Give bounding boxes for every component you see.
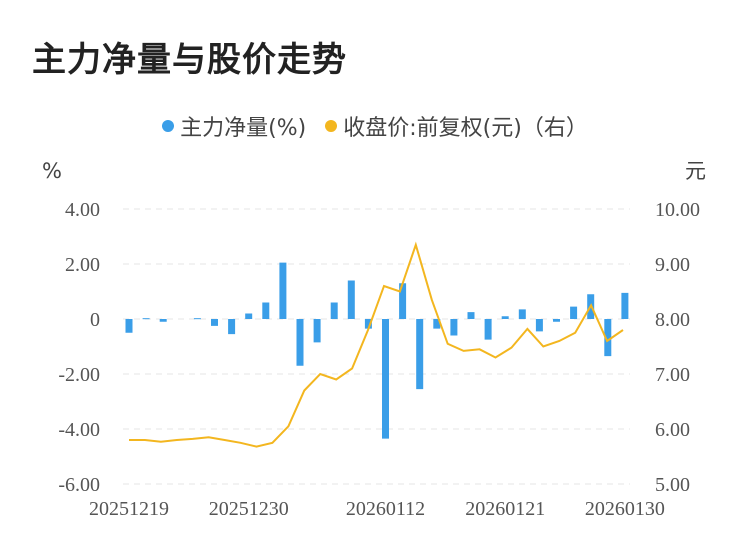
right-tick-label: 7.00 [655,364,690,386]
net-flow-bar [399,283,407,319]
net-flow-bar [570,306,578,319]
left-tick-label: 2.00 [65,254,100,276]
legend-item-net-flow[interactable]: 主力净量(%) [162,110,306,142]
left-axis-unit: % [42,159,62,183]
net-flow-bar [535,319,543,332]
right-tick-label: 10.00 [655,199,700,221]
net-flow-bar [604,319,612,357]
right-tick-label: 9.00 [655,254,690,276]
x-tick-label: 20260130 [585,498,665,520]
chart-title: 主力净量与股价走势 [32,40,347,80]
legend-label-close-price: 收盘价:前复权(元)（右） [343,116,588,141]
net-flow-bar [484,319,492,340]
legend-item-close-price[interactable]: 收盘价:前复权(元)（右） [325,110,588,142]
left-tick-label: -2.00 [58,364,100,386]
right-tick-label: 6.00 [655,419,690,441]
net-flow-bars [125,262,629,439]
left-tick-label: -4.00 [58,419,100,441]
net-flow-bar [621,292,629,319]
net-flow-bar [245,313,253,319]
net-flow-bar [159,319,167,322]
left-tick-label: 4.00 [65,199,100,221]
net-flow-bar [211,319,218,326]
x-tick-label: 20260121 [465,498,545,520]
net-flow-bar [382,319,389,439]
net-flow-bar [296,319,304,366]
net-flow-bar [262,302,270,319]
right-tick-label: 5.00 [655,474,690,496]
x-tick-label: 20251230 [209,498,289,520]
net-flow-bar [142,318,150,320]
net-flow-bar [228,319,236,335]
net-flow-bar [279,262,287,319]
x-axis-ticks: 20251219 20251230 20260112 20260121 20260130 [89,498,665,520]
net-flow-bar [433,319,441,329]
right-tick-label: 8.00 [655,309,690,331]
net-flow-bar [416,319,424,390]
x-tick-label: 20260112 [346,498,425,520]
net-flow-bar [518,309,526,319]
net-flow-bar [364,319,372,329]
close-price-line [129,241,624,448]
legend-dot-close-price [325,120,338,132]
right-axis-unit: 元 [685,159,706,183]
net-flow-bar [193,318,201,320]
net-flow-bar [450,319,458,336]
net-flow-bar [330,302,338,319]
left-tick-label: 0 [90,309,100,331]
legend-label-net-flow: 主力净量(%) [180,116,307,141]
left-axis-ticks: 4.00 2.00 0 -2.00 -4.00 -6.00 [58,199,100,496]
net-flow-bar [467,312,475,319]
chart-legend: 主力净量(%) 收盘价:前复权(元)（右） [0,110,750,142]
x-tick-label: 20251219 [89,498,169,520]
legend-dot-net-flow [162,120,175,132]
net-flow-bar [313,319,321,343]
net-flow-bar [347,280,355,319]
net-flow-bar [501,316,509,319]
net-flow-bar [553,319,560,322]
gridlines [123,208,630,485]
right-axis-ticks: 10.00 9.00 8.00 7.00 6.00 5.00 [655,199,700,496]
left-tick-label: -6.00 [58,474,100,496]
net-flow-bar [125,319,133,333]
